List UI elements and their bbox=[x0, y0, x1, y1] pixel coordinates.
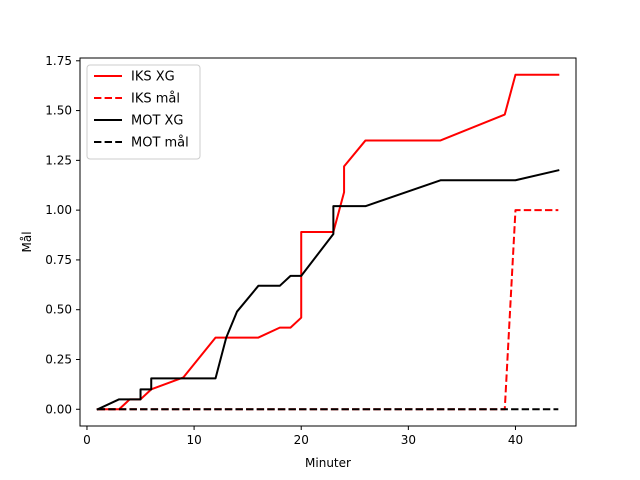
x-axis-ticks: 0 10 20 30 40 bbox=[83, 426, 523, 447]
x-tick-label: 30 bbox=[401, 433, 416, 447]
series-line-2 bbox=[96, 169, 560, 411]
legend-label: MOT mål bbox=[131, 136, 189, 151]
y-tick-label: 1.50 bbox=[45, 104, 72, 118]
y-tick-label: 1.25 bbox=[45, 153, 72, 167]
y-tick-label: 0.75 bbox=[45, 253, 72, 267]
series-layer bbox=[96, 73, 560, 411]
x-tick-label: 40 bbox=[508, 433, 523, 447]
y-tick-label: 1.00 bbox=[45, 203, 72, 217]
legend: IKS XG IKS mål MOT XG MOT mål bbox=[86, 64, 201, 160]
y-axis-ticks: 0.00 0.25 0.50 0.75 1.00 1.25 1.50 1.75 bbox=[45, 54, 80, 416]
x-tick-label: 10 bbox=[186, 433, 201, 447]
x-axis-label: Minuter bbox=[305, 456, 351, 470]
legend-label: IKS mål bbox=[131, 92, 180, 107]
legend-label: MOT XG bbox=[131, 114, 184, 129]
series-line-0 bbox=[96, 73, 560, 411]
y-tick-label: 0.50 bbox=[45, 303, 72, 317]
y-tick-label: 0.25 bbox=[45, 352, 72, 366]
y-tick-label: 0.00 bbox=[45, 402, 72, 416]
x-tick-label: 20 bbox=[294, 433, 309, 447]
y-tick-label: 1.75 bbox=[45, 54, 72, 68]
legend-box bbox=[86, 64, 201, 160]
plot-frame bbox=[79, 57, 577, 427]
legend-label: IKS XG bbox=[131, 70, 175, 85]
x-tick-label: 0 bbox=[83, 433, 91, 447]
y-axis-label: Mål bbox=[20, 231, 34, 252]
